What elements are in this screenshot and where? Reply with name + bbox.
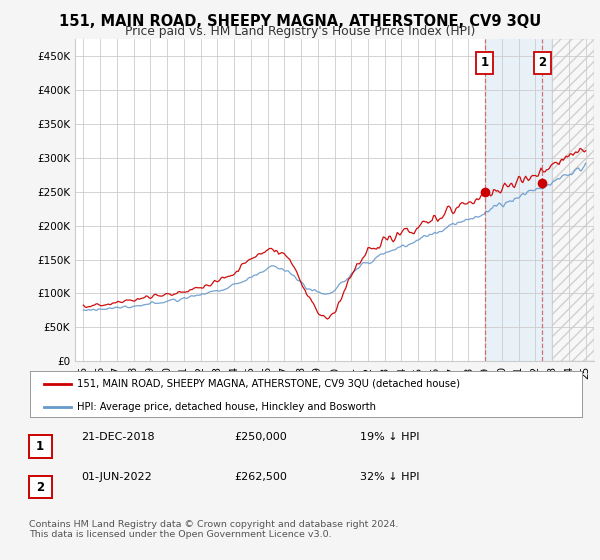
Text: £262,500: £262,500 <box>234 472 287 482</box>
Text: 151, MAIN ROAD, SHEEPY MAGNA, ATHERSTONE, CV9 3QU: 151, MAIN ROAD, SHEEPY MAGNA, ATHERSTONE… <box>59 14 541 29</box>
Text: £250,000: £250,000 <box>234 432 287 442</box>
Text: Contains HM Land Registry data © Crown copyright and database right 2024.
This d: Contains HM Land Registry data © Crown c… <box>29 520 398 539</box>
Text: HPI: Average price, detached house, Hinckley and Bosworth: HPI: Average price, detached house, Hinc… <box>77 402 376 412</box>
Text: 32% ↓ HPI: 32% ↓ HPI <box>360 472 419 482</box>
Bar <box>552 39 594 361</box>
Text: 2: 2 <box>36 480 44 494</box>
Text: 2: 2 <box>538 57 547 69</box>
Text: 21-DEC-2018: 21-DEC-2018 <box>81 432 155 442</box>
Text: Price paid vs. HM Land Registry's House Price Index (HPI): Price paid vs. HM Land Registry's House … <box>125 25 475 38</box>
Text: 19% ↓ HPI: 19% ↓ HPI <box>360 432 419 442</box>
Bar <box>485 39 552 361</box>
Text: 1: 1 <box>36 440 44 453</box>
Text: 1: 1 <box>481 57 489 69</box>
Text: 151, MAIN ROAD, SHEEPY MAGNA, ATHERSTONE, CV9 3QU (detached house): 151, MAIN ROAD, SHEEPY MAGNA, ATHERSTONE… <box>77 379 460 389</box>
Text: 01-JUN-2022: 01-JUN-2022 <box>81 472 152 482</box>
